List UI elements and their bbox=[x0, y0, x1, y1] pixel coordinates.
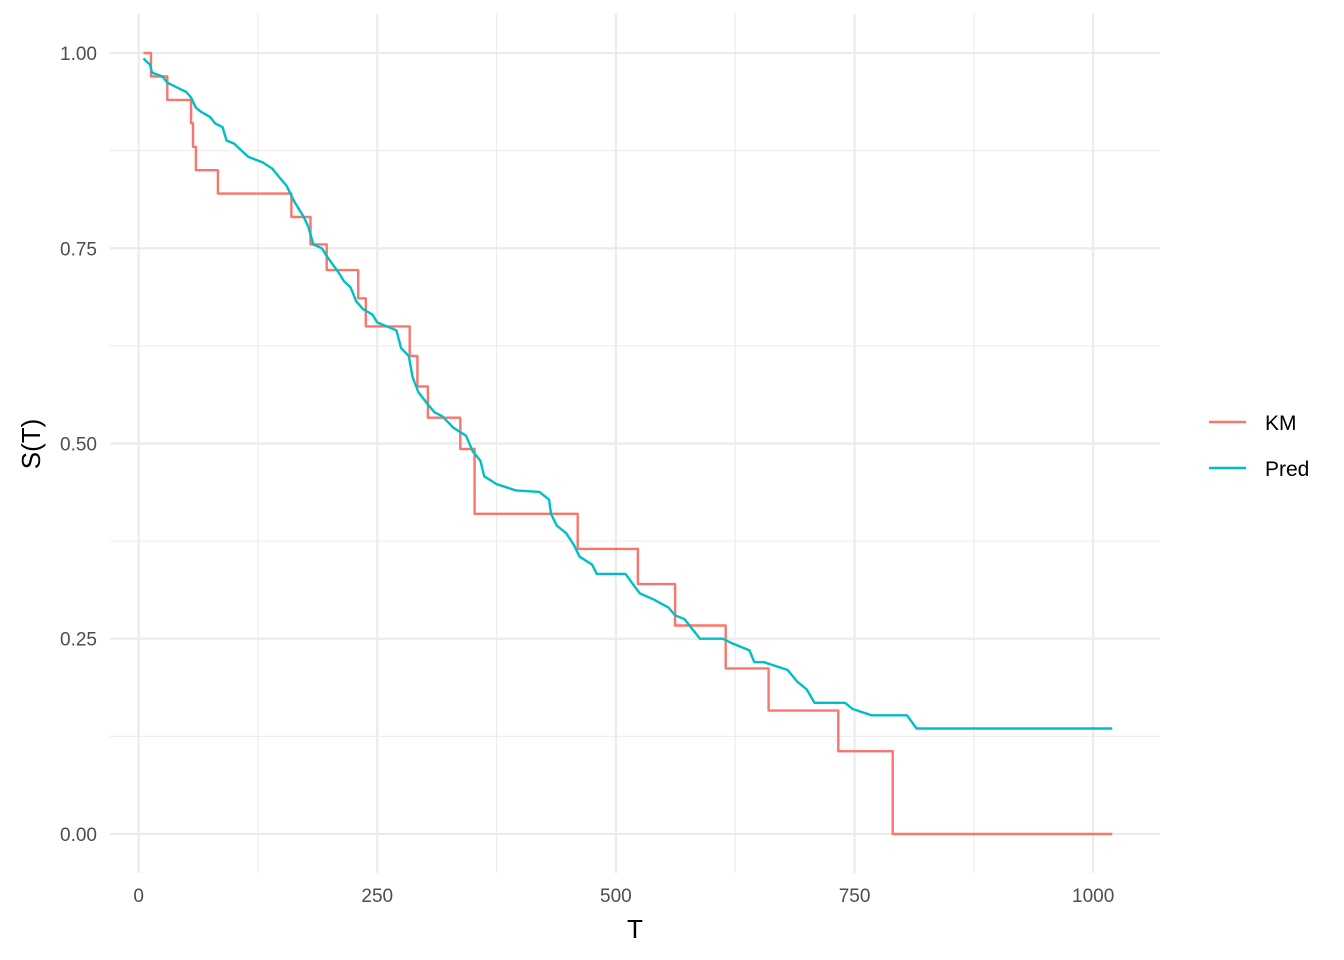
x-tick-label: 0 bbox=[133, 886, 144, 907]
y-tick-label: 0.75 bbox=[60, 239, 97, 260]
x-tick-label: 750 bbox=[839, 886, 871, 907]
legend: KM Pred bbox=[1209, 412, 1309, 481]
x-tick-label: 500 bbox=[600, 886, 632, 907]
y-axis-title: S(T) bbox=[16, 419, 46, 470]
x-axis-title: T bbox=[627, 914, 643, 944]
y-axis-tick-labels: 0.00 0.25 0.50 0.75 1.00 bbox=[60, 44, 97, 846]
y-tick-label: 0.00 bbox=[60, 825, 97, 846]
series-line-pred bbox=[142, 57, 1113, 730]
y-tick-label: 0.25 bbox=[60, 630, 97, 651]
series-line-km bbox=[143, 51, 1113, 836]
minor-gridlines bbox=[110, 14, 1160, 873]
x-tick-label: 250 bbox=[361, 886, 393, 907]
series-lines bbox=[142, 51, 1113, 836]
legend-label-km: KM bbox=[1265, 412, 1297, 435]
y-tick-label: 1.00 bbox=[60, 44, 97, 65]
x-axis-tick-labels: 0 250 500 750 1000 bbox=[133, 886, 1114, 907]
x-tick-label: 1000 bbox=[1072, 886, 1114, 907]
y-tick-label: 0.50 bbox=[60, 435, 97, 456]
legend-label-pred: Pred bbox=[1265, 458, 1309, 481]
